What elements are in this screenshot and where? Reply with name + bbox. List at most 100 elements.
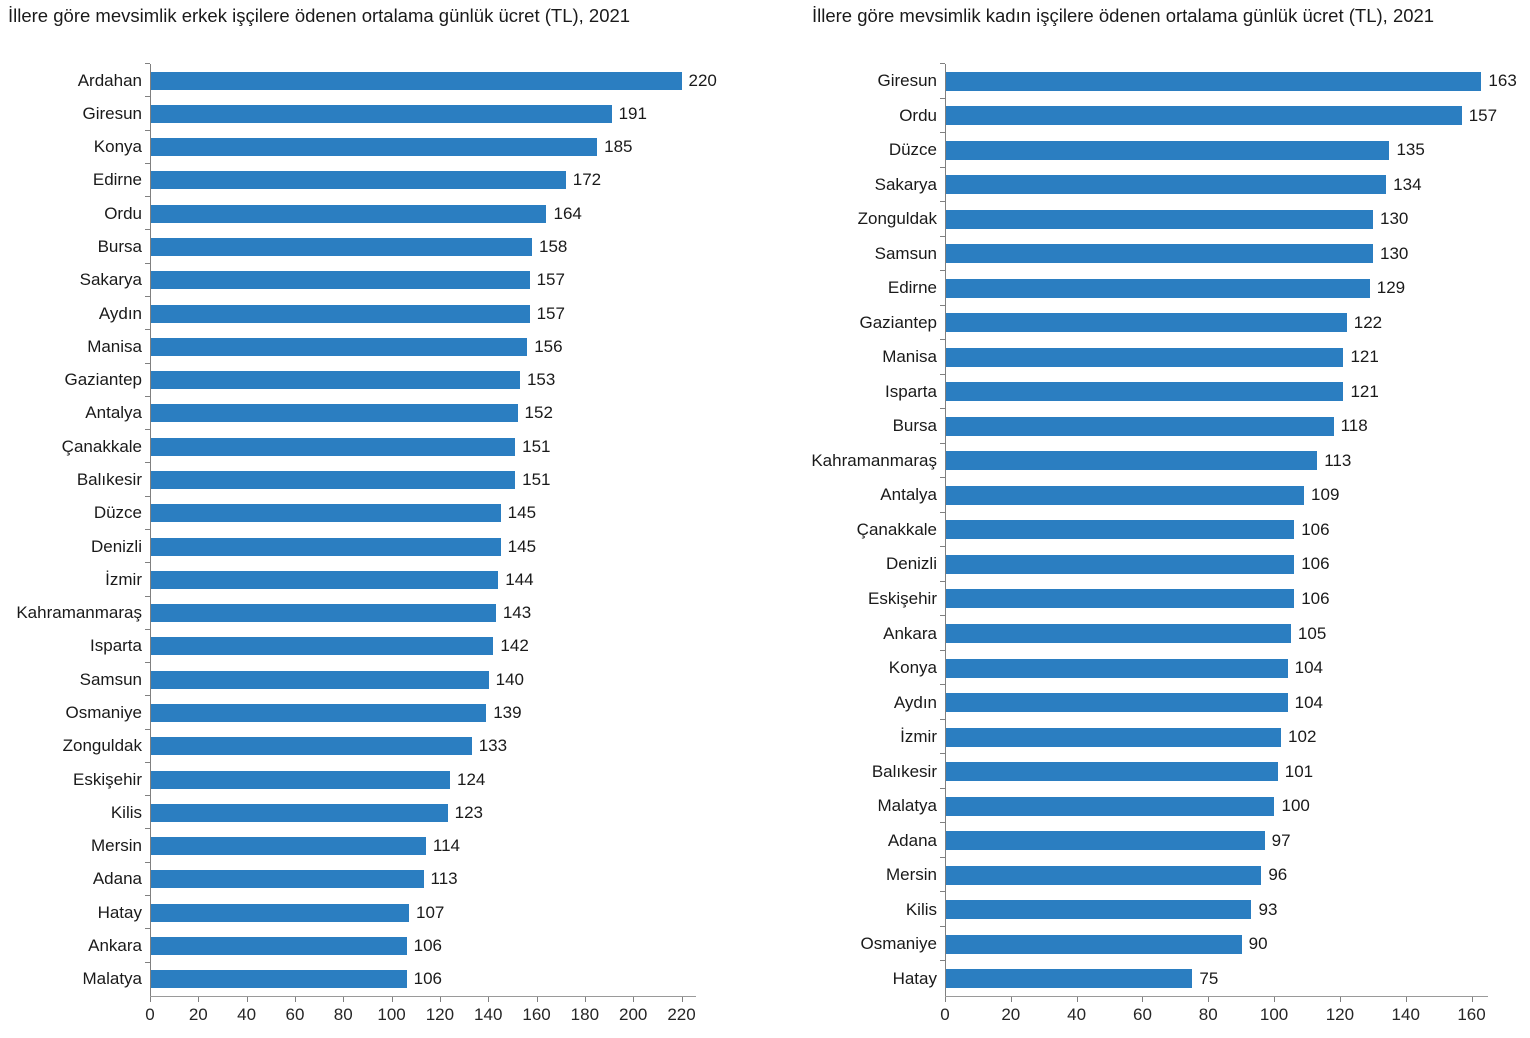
bar-track: 106 <box>940 546 1488 582</box>
bar-row: Adana 97 <box>765 822 1530 858</box>
bar <box>151 71 682 90</box>
bar <box>946 693 1288 713</box>
value-label: 106 <box>1301 519 1330 539</box>
value-label: 152 <box>524 403 553 423</box>
bar-row: Kahramanmaraş 113 <box>765 442 1530 479</box>
value-label: 220 <box>688 70 717 90</box>
bar <box>946 106 1462 126</box>
bar <box>151 703 487 722</box>
value-label: 106 <box>1301 554 1330 574</box>
category-label: Hatay <box>892 968 937 988</box>
tick-mark <box>536 997 538 1002</box>
tick-mark <box>439 997 441 1002</box>
tick-label: 60 <box>1132 1005 1152 1024</box>
tick-mark <box>633 997 635 1002</box>
bar-track: 153 <box>145 362 696 397</box>
bar-row: Mersin 96 <box>765 856 1530 893</box>
bar-row: Ardahan 220 <box>0 62 765 98</box>
value-label: 144 <box>505 569 534 589</box>
tick-mark <box>391 997 393 1002</box>
tick-mark <box>1471 997 1473 1002</box>
tick-label: 120 <box>425 1005 455 1024</box>
bar-row: Sakarya 134 <box>765 166 1530 203</box>
tick-label: 40 <box>237 1005 257 1024</box>
bar-row: Denizli 145 <box>0 528 765 564</box>
bar-track: 106 <box>145 961 696 996</box>
bar-track: 220 <box>145 62 717 98</box>
bar-track: 121 <box>940 373 1488 410</box>
value-label: 75 <box>1199 968 1219 988</box>
bar <box>151 471 516 490</box>
bar-row: Konya 104 <box>765 649 1530 686</box>
tick-mark <box>246 997 248 1002</box>
bar-row: Ankara 105 <box>765 615 1530 651</box>
category-label: Konya <box>93 137 142 157</box>
bar-row: Bursa 118 <box>765 408 1530 444</box>
bar-row: Denizli 106 <box>765 546 1530 582</box>
tick-label: 120 <box>1325 1005 1355 1024</box>
bar <box>151 337 528 356</box>
category-label: Giresun <box>877 71 937 91</box>
bar-row: Osmaniye 139 <box>0 695 765 730</box>
category-label: Mersin <box>90 836 142 856</box>
category-label: Manisa <box>87 336 142 356</box>
bar <box>946 175 1387 195</box>
tick-mark <box>681 997 683 1002</box>
value-label: 106 <box>413 969 442 989</box>
value-label: 96 <box>1268 865 1288 885</box>
bar <box>946 554 1295 574</box>
bar-row: Antalya 152 <box>0 395 765 431</box>
bar <box>946 969 1193 989</box>
tick-mark <box>198 997 200 1002</box>
bar <box>946 451 1318 471</box>
bar-row: Edirne 129 <box>765 270 1530 306</box>
chart-title: İllere göre mevsimlik erkek işçilere öde… <box>8 5 631 26</box>
category-label: Edirne <box>887 278 937 298</box>
category-label: Bursa <box>892 416 937 436</box>
tick-label: 140 <box>474 1005 503 1024</box>
category-label: Denizli <box>885 554 937 574</box>
category-label: Düzce <box>888 140 937 160</box>
bar-row: Gaziantep 122 <box>765 304 1530 341</box>
category-label: Osmaniye <box>860 934 937 954</box>
bar-row: Kahramanmaraş 143 <box>0 595 765 630</box>
bar <box>946 624 1291 643</box>
bar-track: 130 <box>940 235 1488 272</box>
category-label: Aydın <box>893 692 937 712</box>
bar <box>151 737 472 756</box>
bar-track: 172 <box>145 162 696 198</box>
bar <box>151 271 530 290</box>
tick-mark <box>488 997 490 1002</box>
tick-label: 200 <box>618 1005 648 1024</box>
tick-label: 220 <box>667 1005 696 1024</box>
value-label: 130 <box>1380 209 1409 229</box>
bar <box>946 71 1482 91</box>
bar-track: 191 <box>145 96 696 131</box>
value-label: 172 <box>572 170 602 190</box>
category-label: Çanakkale <box>856 519 937 539</box>
tick-mark <box>1208 997 1210 1002</box>
bar <box>946 382 1344 402</box>
tick-mark <box>150 997 151 1002</box>
category-label: Eskişehir <box>73 769 142 789</box>
value-label: 185 <box>604 137 633 157</box>
bar-row: Düzce 145 <box>0 495 765 530</box>
tick-label: 160 <box>522 1005 551 1024</box>
value-label: 153 <box>526 370 556 390</box>
bar-track: 134 <box>940 166 1488 203</box>
bar <box>946 658 1288 678</box>
value-label: 164 <box>553 203 582 223</box>
value-label: 135 <box>1396 140 1425 160</box>
value-label: 143 <box>502 603 532 623</box>
bar-row: Ordu 157 <box>765 97 1530 134</box>
bar <box>151 970 407 989</box>
bar-row: Manisa 156 <box>0 329 765 364</box>
bar <box>151 604 496 623</box>
tick-label: 0 <box>940 1005 950 1024</box>
value-label: 109 <box>1311 485 1340 505</box>
value-label: 93 <box>1258 899 1278 919</box>
category-label: Gaziantep <box>859 312 938 332</box>
bar <box>151 670 489 689</box>
bar <box>946 347 1344 367</box>
bar <box>151 204 547 223</box>
